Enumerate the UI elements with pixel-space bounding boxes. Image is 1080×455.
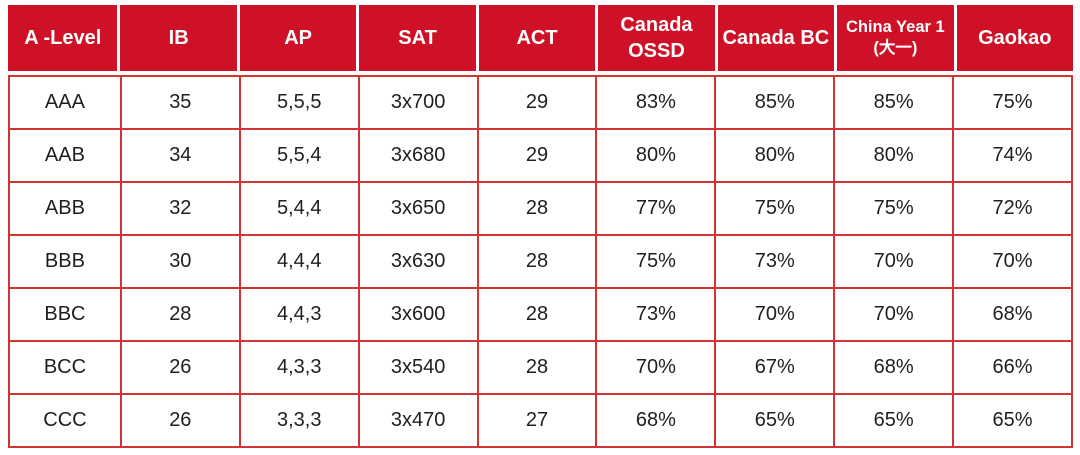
table-cell: 34 <box>121 130 239 181</box>
table-cell: 27 <box>478 395 596 446</box>
table-cell: 30 <box>121 236 239 287</box>
column-header-label: China Year 1 <box>845 18 945 37</box>
table-cell: 65% <box>835 395 953 446</box>
table-cell: 85% <box>716 77 834 128</box>
table-cell: 3x540 <box>359 342 477 393</box>
table-cell: 75% <box>954 77 1071 128</box>
column-header-gaokao: Gaokao <box>956 5 1073 71</box>
table-cell: 68% <box>954 289 1071 340</box>
table-cell: ABB <box>10 183 120 234</box>
table-cell: 73% <box>597 289 715 340</box>
table-cell: 66% <box>954 342 1071 393</box>
table-cell: 3x680 <box>359 130 477 181</box>
table-cell: CCC <box>10 395 120 446</box>
column-header-label: AP <box>284 27 312 49</box>
table-cell: 28 <box>478 289 596 340</box>
table-cell: 70% <box>835 236 953 287</box>
table-cell: 67% <box>716 342 834 393</box>
table-cell: 28 <box>121 289 239 340</box>
table-cell: 4,4,4 <box>240 236 358 287</box>
table-cell: 35 <box>121 77 239 128</box>
table-cell: 3x630 <box>359 236 477 287</box>
column-header-act: ACT <box>478 5 596 71</box>
column-header-sat: SAT <box>359 5 476 71</box>
table-cell: BCC <box>10 342 120 393</box>
table-cell: 85% <box>835 77 953 128</box>
table-cell: 28 <box>478 183 596 234</box>
column-header-label: IB <box>168 27 189 49</box>
table-cell: 29 <box>478 77 596 128</box>
table-row: BBC 28 4,4,3 3x600 28 73% 70% 70% 68% <box>10 289 1071 340</box>
table-cell: 65% <box>954 395 1071 446</box>
column-header-label: Gaokao <box>978 27 1052 49</box>
table-cell: 65% <box>716 395 834 446</box>
table-cell: 5,4,4 <box>240 183 358 234</box>
column-header-label: Canada <box>620 14 693 36</box>
column-header-canada-bc: Canada BC <box>717 5 835 71</box>
table-cell: 80% <box>716 130 834 181</box>
column-header-canada-ossd: Canada OSSD <box>598 5 715 71</box>
table-row: BBB 30 4,4,4 3x630 28 75% 73% 70% 70% <box>10 236 1071 287</box>
column-header-label: ACT <box>516 27 558 49</box>
column-header-ap: AP <box>239 5 357 71</box>
column-header-label: OSSD <box>628 40 685 62</box>
table-cell: 5,5,4 <box>240 130 358 181</box>
table-row: CCC 26 3,3,3 3x470 27 68% 65% 65% 65% <box>10 395 1071 446</box>
table-cell: BBB <box>10 236 120 287</box>
table-cell: 3x700 <box>359 77 477 128</box>
table-row: BCC 26 4,3,3 3x540 28 70% 67% 68% 66% <box>10 342 1071 393</box>
table-cell: 4,4,3 <box>240 289 358 340</box>
table-cell: 80% <box>597 130 715 181</box>
table-cell: AAA <box>10 77 120 128</box>
table-cell: 80% <box>835 130 953 181</box>
table-cell: 28 <box>478 342 596 393</box>
table-cell: 26 <box>121 395 239 446</box>
table-cell: 77% <box>597 183 715 234</box>
table-body: AAA 35 5,5,5 3x700 29 83% 85% 85% 75% AA… <box>8 75 1073 448</box>
table-row: ABB 32 5,4,4 3x650 28 77% 75% 75% 72% <box>10 183 1071 234</box>
table-cell: 68% <box>835 342 953 393</box>
table-cell: 70% <box>716 289 834 340</box>
table-cell: 3x470 <box>359 395 477 446</box>
table-cell: 32 <box>121 183 239 234</box>
column-header-a-level: A -Level <box>8 5 118 71</box>
table-cell: 83% <box>597 77 715 128</box>
table-cell: 3x600 <box>359 289 477 340</box>
table-cell: 4,3,3 <box>240 342 358 393</box>
table-cell: 70% <box>597 342 715 393</box>
table-cell: 72% <box>954 183 1071 234</box>
table-header-row: A -Level IB AP SAT ACT Canada OSSD Canad… <box>8 5 1073 71</box>
table-cell: 68% <box>597 395 715 446</box>
table-cell: 26 <box>121 342 239 393</box>
table-cell: 5,5,5 <box>240 77 358 128</box>
table-cell: BBC <box>10 289 120 340</box>
column-header-ib: IB <box>120 5 237 71</box>
table-row: AAA 35 5,5,5 3x700 29 83% 85% 85% 75% <box>10 77 1071 128</box>
table-cell: 75% <box>716 183 834 234</box>
table-cell: 74% <box>954 130 1071 181</box>
table-cell: AAB <box>10 130 120 181</box>
table-cell: 3x650 <box>359 183 477 234</box>
table-cell: 29 <box>478 130 596 181</box>
column-header-label: SAT <box>398 27 437 49</box>
table-cell: 73% <box>716 236 834 287</box>
table-row: AAB 34 5,5,4 3x680 29 80% 80% 80% 74% <box>10 130 1071 181</box>
column-header-china-year-1: China Year 1 (大一) <box>837 5 954 71</box>
table-cell: 28 <box>478 236 596 287</box>
table-cell: 70% <box>835 289 953 340</box>
table-cell: 75% <box>835 183 953 234</box>
column-header-label: A -Level <box>24 27 102 49</box>
table-cell: 75% <box>597 236 715 287</box>
table-cell: 3,3,3 <box>240 395 358 446</box>
table-cell: 70% <box>954 236 1071 287</box>
column-header-label: Canada BC <box>722 27 830 49</box>
column-header-label: (大一) <box>873 39 918 57</box>
